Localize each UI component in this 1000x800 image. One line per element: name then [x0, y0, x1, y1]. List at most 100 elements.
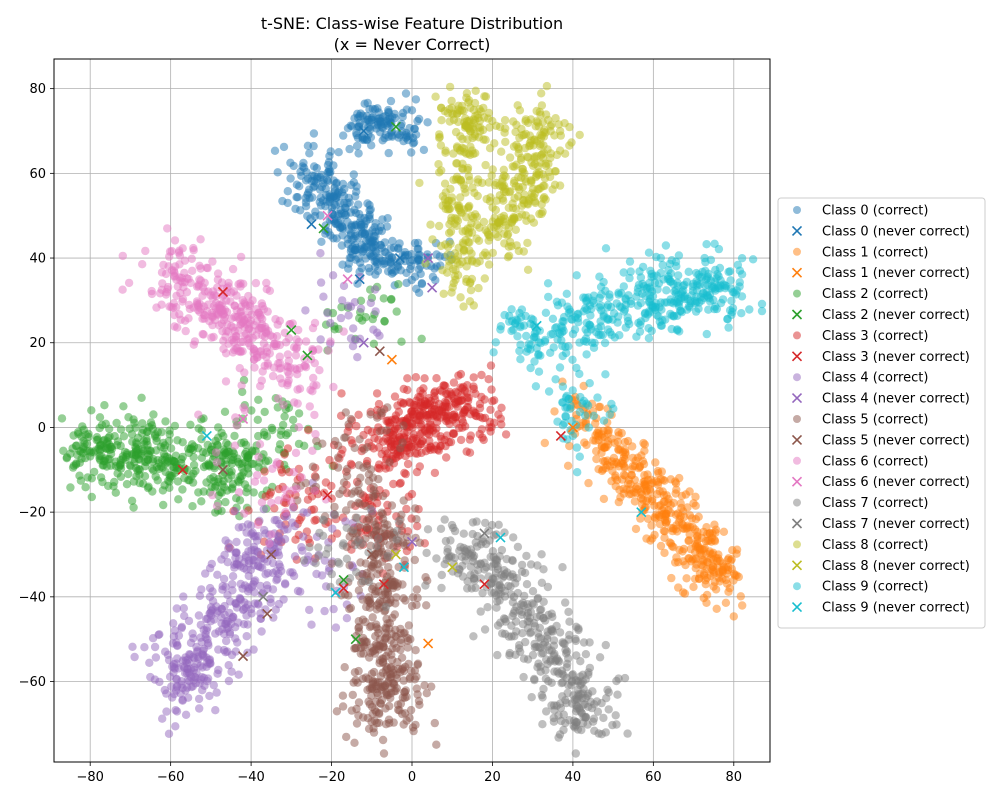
class-6-correct-point [212, 458, 222, 467]
class-7-correct-point [579, 638, 589, 647]
class-6-correct-point [237, 381, 246, 390]
class-5-correct-point [411, 646, 420, 655]
class-0-correct-point [388, 236, 397, 246]
class-9-correct-point [605, 290, 614, 299]
class-1-correct-point [684, 536, 694, 545]
class-0-correct-point [366, 133, 376, 142]
class-0-correct-point [353, 109, 362, 119]
class-9-correct-point [574, 318, 583, 327]
class-2-correct-point [264, 456, 273, 465]
legend-label: Class 1 (never correct) [822, 266, 970, 281]
class-1-correct-point [685, 511, 695, 520]
class-1-correct-point [703, 529, 712, 539]
class-9-correct-point [589, 343, 599, 352]
class-4-correct-point [179, 592, 188, 601]
class-6-correct-point [188, 266, 197, 275]
class-2-correct-point [417, 334, 426, 343]
class-2-correct-point [394, 280, 403, 289]
class-4-correct-point [305, 605, 314, 615]
class-3-correct-point [403, 374, 412, 383]
class-5-correct-point [308, 462, 318, 471]
y-tick-label: −60 [19, 675, 46, 690]
class-8-correct-point [415, 178, 424, 188]
class-0-correct-point [370, 223, 379, 232]
class-9-correct-point [515, 346, 524, 356]
class-8-correct-point [473, 191, 482, 201]
class-9-correct-point [725, 267, 735, 276]
class-1-correct-point [718, 559, 727, 568]
class-1-correct-point [719, 527, 729, 536]
class-2-correct-point [87, 406, 96, 415]
class-6-correct-point [189, 243, 198, 253]
class-7-correct-point [561, 718, 570, 728]
class-6-never-correct-marker [342, 274, 353, 285]
class-6-correct-point [293, 370, 302, 379]
class-4-correct-point [176, 689, 185, 698]
class-3-correct-point [420, 374, 429, 383]
class-8-correct-point [446, 227, 456, 236]
class-1-correct-point [685, 522, 695, 532]
class-9-correct-point [600, 338, 610, 348]
class-4-correct-point [223, 558, 232, 567]
class-6-correct-point [194, 410, 203, 419]
class-2-correct-point [164, 436, 174, 446]
class-4-correct-point [168, 662, 177, 671]
class-1-correct-point [667, 523, 676, 533]
class-6-correct-point [210, 315, 220, 325]
class-2-correct-point [104, 433, 113, 442]
class-1-correct-point [691, 492, 700, 501]
class-4-correct-point [205, 583, 215, 593]
class-3-correct-point [401, 469, 410, 479]
class-1-correct-point [540, 438, 549, 448]
class-1-correct-point [682, 574, 691, 583]
class-7-correct-point [342, 523, 351, 532]
class-8-correct-point [560, 119, 569, 128]
class-9-correct-point [516, 355, 525, 364]
class-9-correct-point [672, 298, 681, 307]
class-7-correct-point [493, 650, 502, 660]
class-5-correct-point [374, 718, 384, 728]
class-0-correct-point [365, 233, 374, 242]
class-9-correct-point [552, 297, 562, 306]
class-7-correct-point [476, 607, 485, 616]
class-0-correct-point [270, 146, 280, 155]
class-3-correct-point [337, 389, 346, 398]
legend-marker-dot [793, 456, 801, 465]
class-7-correct-point [493, 621, 503, 630]
class-4-correct-point [328, 271, 338, 280]
class-0-correct-point [401, 89, 411, 98]
class-6-correct-point [310, 410, 319, 420]
class-7-correct-point [489, 559, 499, 569]
class-7-correct-point [501, 615, 510, 624]
class-8-correct-point [458, 238, 468, 247]
class-5-correct-point [385, 719, 394, 728]
class-4-correct-point [316, 335, 325, 344]
class-6-correct-point [254, 452, 263, 462]
class-8-correct-point [509, 117, 518, 126]
class-8-correct-point [550, 180, 560, 189]
class-0-correct-point [340, 184, 349, 194]
class-4-correct-point [339, 281, 349, 291]
class-5-correct-point [379, 654, 388, 663]
legend-marker-dot [793, 582, 801, 591]
class-4-correct-point [165, 672, 175, 681]
class-8-correct-point [518, 164, 527, 174]
class-6-correct-point [190, 337, 200, 346]
class-9-correct-point [582, 350, 591, 359]
class-2-correct-point [222, 439, 231, 448]
class-6-correct-point [250, 477, 260, 486]
class-5-correct-point [387, 501, 397, 510]
class-7-correct-point [512, 627, 521, 636]
class-9-correct-point [589, 298, 598, 308]
class-4-correct-point [201, 569, 210, 578]
class-0-correct-point [292, 193, 301, 202]
class-3-correct-point [425, 418, 435, 427]
class-2-correct-point [240, 480, 250, 489]
class-1-correct-point [701, 536, 711, 546]
class-3-correct-point [399, 384, 408, 394]
class-5-correct-point [427, 682, 436, 691]
class-1-correct-point [636, 514, 645, 523]
class-6-correct-point [292, 344, 301, 353]
class-8-correct-point [500, 116, 510, 125]
class-6-correct-point [257, 498, 267, 507]
